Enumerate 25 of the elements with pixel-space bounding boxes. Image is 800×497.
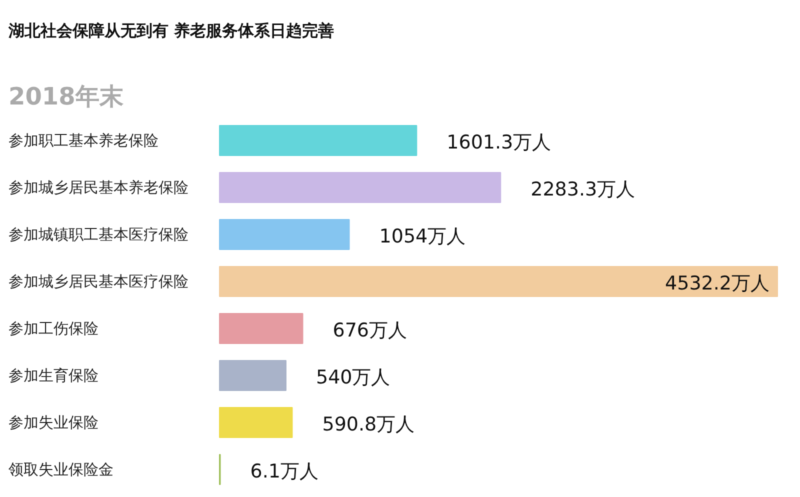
y-tick-label: 参加城镇职工基本医疗保险 [8, 226, 188, 244]
data-label: 6.1万人 [250, 460, 318, 482]
bar [219, 172, 502, 203]
bar [219, 219, 350, 250]
data-label: 1054万人 [379, 226, 466, 248]
data-label: 1601.3万人 [446, 132, 552, 154]
y-tick-label: 领取失业保险金 [8, 460, 114, 478]
y-tick-label: 参加失业保险 [8, 414, 98, 432]
bar [219, 125, 418, 156]
data-label: 2283.3万人 [530, 178, 636, 200]
y-tick-label: 参加工伤保险 [8, 320, 98, 338]
bar [219, 360, 286, 391]
chart-title: 湖北社会保障从无到有 养老服务体系日趋完善 [8, 21, 334, 40]
bar [219, 407, 293, 438]
data-label: 4532.2万人 [665, 272, 770, 294]
data-label: 540万人 [316, 366, 390, 388]
y-tick-label: 参加城乡居民基本养老保险 [8, 178, 188, 196]
y-tick-label: 参加职工基本养老保险 [8, 132, 158, 150]
bar [219, 266, 778, 297]
data-label: 676万人 [332, 320, 407, 342]
chart-subtitle: 2018年末 [8, 82, 124, 110]
bar [219, 313, 304, 344]
y-tick-label: 参加生育保险 [8, 366, 98, 384]
y-tick-label: 参加城乡居民基本医疗保险 [8, 272, 188, 290]
data-label: 590.8万人 [322, 414, 415, 436]
